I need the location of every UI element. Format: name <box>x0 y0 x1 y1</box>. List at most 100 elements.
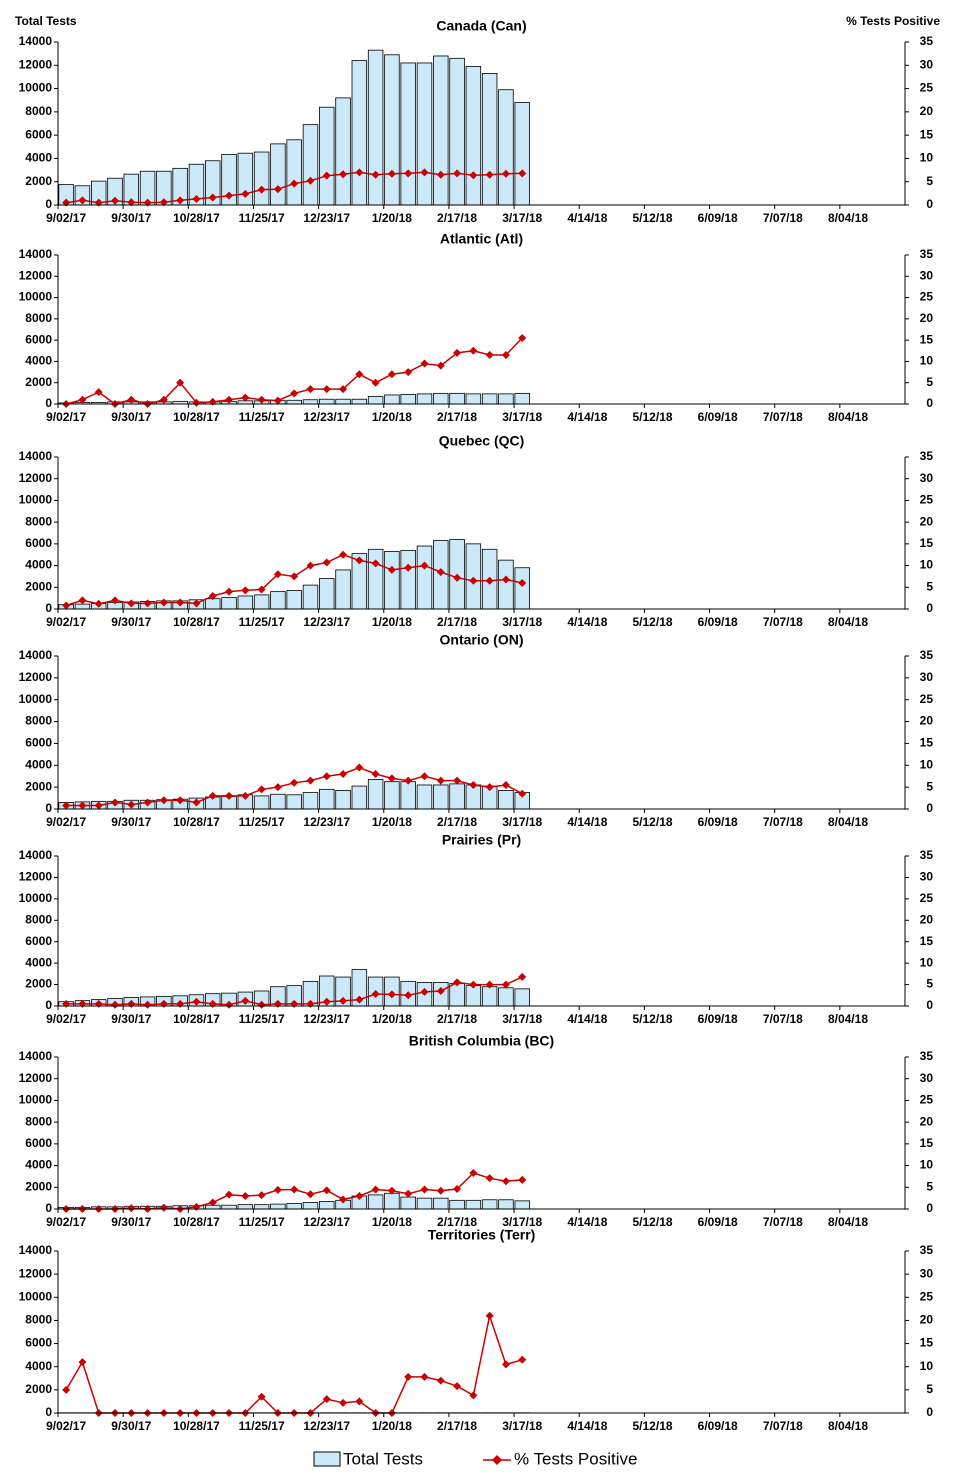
line-marker <box>387 1186 396 1195</box>
y2-tick-label: 25 <box>920 1093 934 1107</box>
line-marker <box>62 801 71 810</box>
line-marker <box>306 1190 315 1199</box>
y-tick-label: 6000 <box>25 1336 52 1350</box>
bar <box>302 1202 319 1210</box>
y-tick-label: 4000 <box>25 151 52 165</box>
line-marker <box>339 996 348 1005</box>
line-marker <box>420 987 429 996</box>
x-tick-label: 12/23/17 <box>303 1215 350 1229</box>
x-tick-label: 6/09/18 <box>698 211 738 225</box>
line-marker <box>339 1398 348 1407</box>
y-tick-label: 14000 <box>19 1049 53 1063</box>
y-axis-label: Total Tests <box>15 14 77 28</box>
line-marker <box>322 1186 331 1195</box>
line-marker <box>436 987 445 995</box>
x-tick-label: 5/12/18 <box>633 1215 673 1229</box>
line-marker <box>322 171 331 180</box>
bar <box>400 394 416 405</box>
y2-tick-label: 10 <box>920 955 934 969</box>
line-marker <box>436 170 445 179</box>
x-tick-label: 3/17/18 <box>502 1419 542 1433</box>
y2-tick-label: 5 <box>926 1382 933 1396</box>
x-tick-label: 11/25/17 <box>239 1012 285 1026</box>
line-marker <box>453 776 462 785</box>
line-marker <box>469 1168 478 1177</box>
line-marker <box>518 578 527 587</box>
bar <box>498 393 514 405</box>
line-marker <box>290 1185 299 1194</box>
x-tick-label: 6/09/18 <box>698 410 738 424</box>
line-marker <box>355 995 364 1004</box>
y2-tick-label: 0 <box>926 998 933 1012</box>
y-tick-label: 10000 <box>19 1093 53 1107</box>
y-tick-label: 8000 <box>25 1114 52 1128</box>
line-marker <box>387 370 396 379</box>
y-tick-label: 0 <box>45 998 52 1012</box>
bar <box>498 987 514 1007</box>
y-tick-label: 14000 <box>19 449 53 463</box>
line-marker <box>273 1185 282 1194</box>
bar <box>481 1199 498 1210</box>
y-tick-label: 8000 <box>25 311 52 325</box>
line-marker <box>404 1372 413 1381</box>
y2-tick-label: 20 <box>920 311 934 325</box>
line-marker <box>404 563 413 572</box>
x-tick-label: 3/17/18 <box>502 410 542 424</box>
bar <box>270 1203 286 1210</box>
y-tick-label: 8000 <box>25 714 52 728</box>
bar <box>449 1199 465 1210</box>
x-tick-label: 11/25/17 <box>239 1419 285 1433</box>
line-marker <box>339 770 348 779</box>
x-tick-label: 6/09/18 <box>698 1419 738 1433</box>
chart-title: Prairies (Pr) <box>442 832 521 848</box>
y-tick-label: 2000 <box>25 375 52 389</box>
y2-tick-label: 20 <box>920 104 934 118</box>
x-tick-label: 8/04/18 <box>828 1419 868 1433</box>
legend-swatch-bar <box>313 1451 341 1467</box>
bar <box>319 398 335 405</box>
bar <box>384 54 400 206</box>
x-tick-label: 10/28/17 <box>173 1012 220 1026</box>
y2-tick-label: 35 <box>920 648 934 662</box>
x-tick-label: 6/09/18 <box>698 615 738 629</box>
line-marker <box>159 796 168 805</box>
line-marker <box>469 1391 478 1400</box>
y-tick-label: 2000 <box>25 1382 52 1396</box>
bar <box>400 62 416 206</box>
line-marker <box>225 1000 234 1009</box>
line-marker <box>78 596 87 605</box>
line-marker <box>453 1185 462 1194</box>
x-tick-label: 10/28/17 <box>173 615 220 629</box>
y2-tick-label: 30 <box>920 870 934 884</box>
bar <box>335 398 351 405</box>
line-marker <box>306 776 315 785</box>
x-tick-label: 1/20/18 <box>372 410 412 424</box>
y2-tick-label: 15 <box>920 332 934 346</box>
y-tick-label: 6000 <box>25 934 52 948</box>
x-tick-label: 4/14/18 <box>567 1012 607 1026</box>
line-marker <box>436 1376 445 1385</box>
line-marker <box>111 1000 120 1009</box>
line-marker <box>159 1203 168 1212</box>
line-marker <box>453 1382 462 1391</box>
line-marker <box>420 772 429 781</box>
legend-label: % Tests Positive <box>514 1449 637 1468</box>
bar <box>270 793 286 810</box>
y-tick-label: 6000 <box>25 736 52 750</box>
y-tick-label: 0 <box>45 197 52 211</box>
x-tick-label: 11/25/17 <box>239 211 285 225</box>
bar <box>367 779 384 810</box>
bar <box>465 985 482 1007</box>
x-tick-label: 2/17/18 <box>437 615 477 629</box>
y2-tick-label: 35 <box>920 34 934 48</box>
x-tick-label: 11/25/17 <box>239 615 285 629</box>
line-marker <box>241 996 250 1005</box>
bar <box>319 788 335 810</box>
x-tick-label: 12/23/17 <box>303 815 350 829</box>
line-marker <box>485 980 494 989</box>
bar <box>416 545 433 610</box>
line-marker <box>257 395 266 404</box>
x-tick-label: 11/25/17 <box>239 410 285 424</box>
y2-tick-label: 20 <box>920 514 934 528</box>
x-tick-label: 5/12/18 <box>633 211 673 225</box>
